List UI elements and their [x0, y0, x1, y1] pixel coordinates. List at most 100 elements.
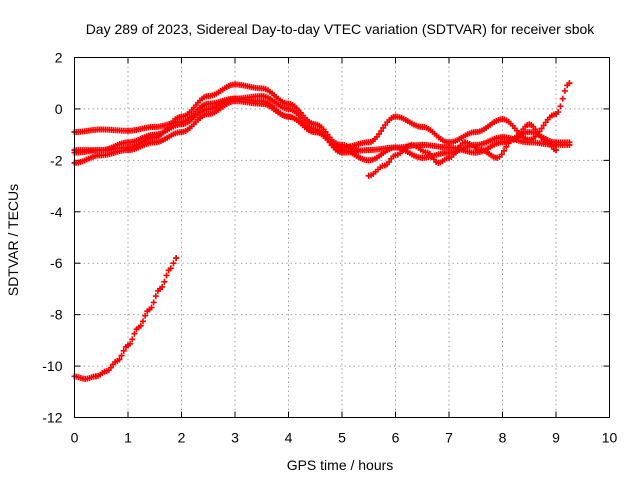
x-tick-label: 0 [71, 430, 79, 446]
x-tick-label: 10 [602, 430, 618, 446]
data-point [462, 139, 469, 146]
y-tick-label: 0 [55, 101, 63, 117]
series-6 [71, 255, 180, 382]
tick-labels: 0 1 2 3 4 5 6 7 8 9 10 2 0 -2 -4 -6 -8 -10 -12 [42, 50, 617, 446]
data-point [205, 111, 212, 118]
data-point [392, 144, 399, 151]
x-tick-label: 3 [231, 430, 239, 446]
data-point [167, 265, 174, 272]
data-point [446, 144, 452, 151]
data-point [408, 141, 415, 148]
plot-frame [74, 57, 610, 418]
data-point [82, 375, 89, 382]
x-tick-label: 5 [338, 430, 346, 446]
data-point [98, 147, 105, 154]
data-point [365, 147, 372, 154]
data-point [392, 113, 399, 120]
data-point [566, 80, 573, 87]
data-point [92, 373, 99, 380]
grid [74, 57, 610, 418]
data-point [435, 159, 442, 166]
data-point [125, 147, 131, 154]
data-point [494, 154, 501, 161]
data-point [125, 139, 131, 146]
data-points [71, 80, 573, 382]
data-point [285, 100, 292, 107]
data-point [365, 172, 372, 179]
data-point [103, 368, 110, 375]
data-point [178, 129, 185, 136]
x-axis-title: GPS time / hours [287, 457, 394, 473]
x-tick-label: 2 [178, 430, 186, 446]
data-point [98, 152, 105, 159]
data-point [135, 324, 142, 331]
data-point [151, 139, 158, 146]
x-tick-label: 4 [285, 430, 293, 446]
data-point [205, 93, 212, 100]
data-point [542, 136, 549, 143]
data-point [205, 105, 212, 112]
data-point [478, 147, 485, 154]
x-tick-label: 7 [445, 430, 453, 446]
data-point [526, 139, 533, 146]
data-point [499, 139, 506, 146]
data-point [499, 116, 506, 123]
data-point [365, 139, 372, 146]
data-point [553, 139, 559, 146]
x-tick-label: 6 [392, 430, 400, 446]
data-point [146, 306, 153, 313]
data-point [114, 357, 121, 364]
y-tick-label: -10 [42, 358, 62, 374]
data-point [526, 121, 533, 128]
data-point [232, 81, 238, 88]
data-point [232, 95, 238, 102]
data-point [151, 131, 158, 138]
data-point [419, 141, 426, 148]
data-point [566, 139, 573, 146]
data-point [258, 100, 265, 107]
data-point [178, 113, 185, 120]
data-point [365, 157, 372, 164]
data-point [419, 154, 426, 161]
data-point [178, 121, 185, 128]
data-point [526, 129, 533, 136]
data-point [392, 152, 399, 159]
data-point [173, 255, 180, 262]
data-point [258, 93, 265, 100]
data-point [446, 154, 452, 161]
y-tick-label: 2 [55, 50, 63, 66]
data-point [125, 342, 131, 349]
data-point [312, 121, 319, 128]
series-5 [365, 121, 559, 179]
data-point [381, 162, 388, 169]
data-point [151, 123, 158, 130]
chart-title: Day 289 of 2023, Sidereal Day-to-day VTE… [86, 21, 596, 37]
y-tick-label: -12 [42, 410, 62, 426]
data-point [258, 85, 265, 92]
x-tick-label: 8 [499, 430, 507, 446]
y-tick-label: -8 [50, 307, 63, 323]
data-point [553, 111, 559, 118]
data-point [472, 129, 479, 136]
data-point [157, 285, 164, 292]
y-tick-label: -6 [50, 255, 63, 271]
data-point [446, 139, 452, 146]
data-point [312, 126, 319, 133]
data-point [285, 113, 292, 120]
x-tick-label: 1 [124, 430, 132, 446]
series-6-points [71, 255, 180, 382]
y-axis-title: SDTVAR / TECUs [5, 184, 21, 296]
y-tick-label: -2 [50, 152, 63, 168]
y-tick-label: -4 [50, 204, 63, 220]
data-point [205, 100, 212, 107]
data-point [499, 134, 506, 141]
data-point [419, 123, 426, 130]
data-point [446, 149, 452, 156]
data-point [553, 147, 559, 154]
data-point [339, 149, 345, 156]
data-point [424, 149, 431, 156]
data-point [285, 105, 292, 112]
data-point [98, 126, 105, 133]
data-point [510, 136, 517, 143]
